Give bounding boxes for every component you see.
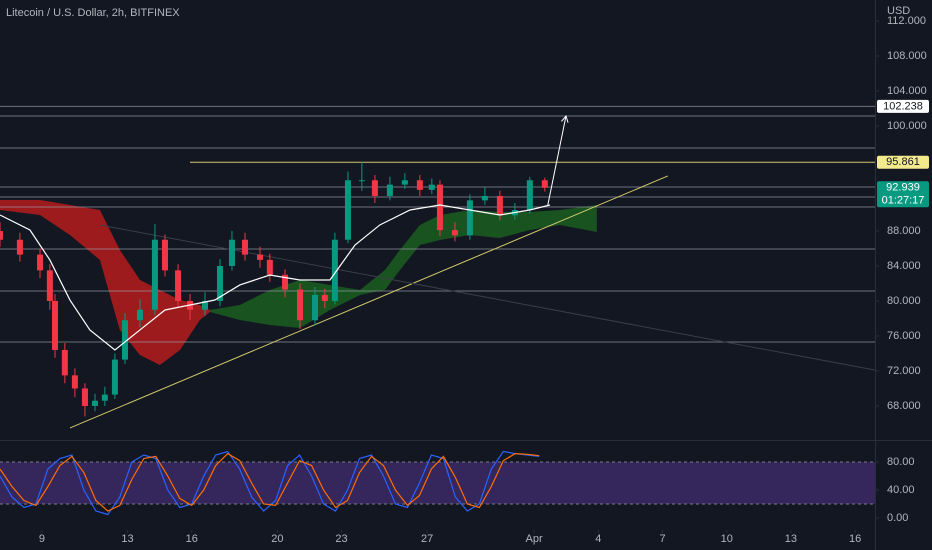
candle-body [311, 294, 318, 321]
price-label: 102.238 [883, 100, 923, 112]
candle-body [151, 239, 158, 310]
stoch-band [0, 462, 875, 504]
x-tick-label: 16 [186, 533, 198, 545]
x-tick-label: 27 [421, 533, 433, 545]
candle-body [121, 320, 128, 360]
y-tick-label: 72.000 [887, 365, 921, 377]
candle-body [81, 388, 88, 406]
y-tick-label: 76.000 [887, 330, 921, 342]
candle-body [331, 239, 338, 301]
x-tick-label: 4 [595, 533, 601, 545]
price-label-box [877, 99, 929, 113]
candle-body [242, 239, 249, 255]
currency-label: USD [887, 5, 910, 17]
ichimoku-cloud [209, 205, 597, 329]
y-tick-label: 112.000 [887, 15, 926, 27]
candle-body [282, 274, 289, 290]
candle-body [37, 254, 44, 271]
candle-body [526, 180, 533, 210]
x-tick-label: 13 [785, 533, 797, 545]
y-tick-label: 80.00 [887, 456, 915, 468]
candle-body [228, 239, 235, 266]
candle-body [416, 180, 423, 190]
candle-body [216, 265, 223, 301]
price-label-box [877, 181, 929, 208]
candle-body [358, 180, 365, 182]
candle-body [161, 239, 168, 271]
x-tick-label: 16 [849, 533, 861, 545]
candle-body [71, 375, 78, 389]
candle-body [496, 195, 503, 216]
x-tick-label: 23 [335, 533, 347, 545]
candle-body [92, 400, 99, 406]
x-tick-label: 7 [659, 533, 665, 545]
candle-body [386, 184, 393, 196]
projection-arrow [547, 115, 567, 206]
x-tick-label: Apr [526, 533, 543, 545]
y-tick-label: 68.000 [887, 400, 921, 412]
price-label: 92.939 [886, 182, 920, 194]
trendline [69, 175, 669, 429]
candle-body [101, 394, 108, 401]
candle-body [202, 300, 209, 310]
countdown: 01:27:17 [882, 195, 925, 207]
y-tick-label: 88.000 [887, 225, 921, 237]
price-label: 95.861 [886, 156, 920, 168]
x-tick-label: 9 [39, 533, 45, 545]
candle-body [0, 230, 3, 240]
x-tick-label: 10 [721, 533, 733, 545]
candle-body [111, 359, 118, 395]
y-tick-label: 40.00 [887, 484, 915, 496]
x-tick-label: 20 [271, 533, 283, 545]
y-tick-label: 104.000 [887, 85, 927, 97]
y-tick-label: 100.000 [887, 120, 927, 132]
moving-average [0, 204, 551, 351]
candle-body [466, 200, 473, 236]
y-tick-label: 84.000 [887, 260, 921, 272]
candle-body [541, 180, 548, 188]
candle-body [371, 180, 378, 196]
candle-body [51, 300, 58, 350]
candle-body [297, 289, 304, 321]
candle-body [136, 309, 143, 321]
x-tick-label: 13 [121, 533, 133, 545]
candle-body [321, 294, 328, 301]
stoch-line [0, 452, 540, 512]
candle-body [16, 239, 23, 255]
candle-body [436, 184, 443, 231]
candle-body [481, 195, 488, 201]
candle-body [46, 270, 53, 301]
candle-body [266, 259, 273, 275]
y-tick-label: 0.00 [887, 512, 908, 524]
y-tick-label: 80.000 [887, 295, 921, 307]
candle-body [61, 349, 68, 376]
arrow-head [561, 114, 569, 123]
candle-body [256, 254, 263, 260]
ichimoku-cloud [0, 200, 210, 365]
chart-title: Litecoin / U.S. Dollar, 2h, BITFINEX [6, 7, 180, 19]
candle-body [344, 180, 351, 240]
candle-body [451, 230, 458, 236]
stoch-line [0, 450, 540, 516]
price-label-box [877, 155, 929, 169]
candle-body [428, 184, 435, 190]
y-tick-label: 108.000 [887, 50, 927, 62]
candle-body [175, 270, 182, 301]
candle-body [401, 180, 408, 185]
